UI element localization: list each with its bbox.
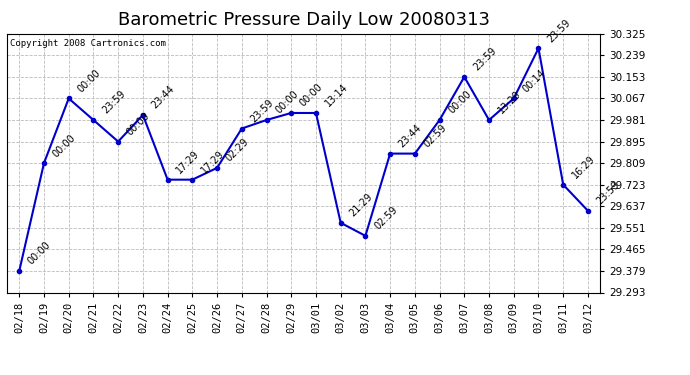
Text: 17:29: 17:29 [175,148,201,176]
Text: 00:00: 00:00 [26,240,53,267]
Text: 23:59: 23:59 [471,46,498,73]
Text: 13:29: 13:29 [496,89,523,116]
Text: 23:59: 23:59 [100,89,127,116]
Text: 23:59: 23:59 [248,98,275,124]
Text: 23:44: 23:44 [397,123,424,149]
Text: 00:14: 00:14 [521,68,547,94]
Text: 00:00: 00:00 [51,132,78,159]
Text: 00:00: 00:00 [446,89,473,116]
Text: 13:14: 13:14 [323,82,350,109]
Text: 02:59: 02:59 [373,205,400,232]
Text: 23:59: 23:59 [545,17,572,44]
Text: 23:44: 23:44 [150,84,177,111]
Text: Copyright 2008 Cartronics.com: Copyright 2008 Cartronics.com [10,39,166,48]
Title: Barometric Pressure Daily Low 20080313: Barometric Pressure Daily Low 20080313 [117,11,490,29]
Text: 02:59: 02:59 [422,123,448,149]
Text: 00:00: 00:00 [125,111,152,137]
Text: 21:29: 21:29 [348,192,375,219]
Text: 00:00: 00:00 [76,68,102,94]
Text: 02:29: 02:29 [224,137,251,164]
Text: 00:00: 00:00 [298,82,325,109]
Text: 00:00: 00:00 [273,89,300,116]
Text: 23:59: 23:59 [595,180,622,207]
Text: 17:29: 17:29 [199,148,226,176]
Text: 16:29: 16:29 [570,154,597,180]
